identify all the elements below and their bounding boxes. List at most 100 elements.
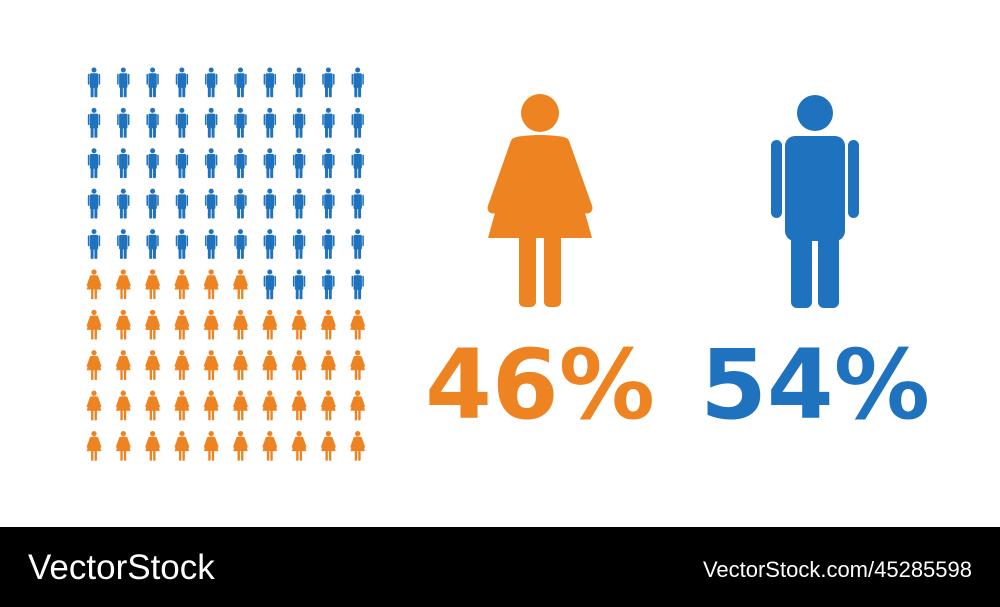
- head: [179, 67, 185, 73]
- pictogram-icon: [322, 188, 335, 219]
- leg: [94, 207, 98, 219]
- arm: [245, 235, 247, 247]
- arm: [117, 73, 119, 85]
- leg: [149, 288, 153, 300]
- leg: [94, 409, 97, 421]
- torso: [119, 113, 128, 129]
- leg: [123, 247, 127, 259]
- leg: [178, 450, 182, 461]
- leg: [178, 247, 182, 259]
- leg: [120, 328, 123, 340]
- arm: [86, 315, 92, 327]
- arm: [351, 73, 354, 85]
- pictogram-icon: [87, 67, 101, 98]
- leg: [791, 228, 812, 308]
- head: [296, 390, 302, 396]
- leg: [237, 166, 241, 179]
- head: [355, 67, 361, 73]
- leg: [208, 288, 211, 300]
- torso: [236, 73, 245, 88]
- leg: [94, 288, 97, 300]
- leg: [207, 126, 211, 138]
- leg: [237, 288, 240, 300]
- head: [267, 188, 273, 194]
- leg: [295, 247, 299, 259]
- leg: [119, 126, 123, 138]
- arm: [291, 356, 297, 367]
- arm: [127, 194, 130, 206]
- torso: [119, 73, 128, 88]
- leg: [119, 86, 123, 98]
- head: [296, 309, 302, 316]
- arm: [175, 154, 178, 166]
- arm: [351, 194, 354, 206]
- arm: [145, 396, 151, 408]
- head: [179, 350, 185, 356]
- leg: [153, 86, 156, 98]
- torso: [353, 154, 362, 169]
- torso: [265, 113, 274, 129]
- arm: [157, 194, 159, 206]
- arm: [322, 194, 324, 206]
- torso: [294, 275, 304, 290]
- arm: [274, 114, 276, 126]
- pictogram-icon: [351, 148, 364, 179]
- arm: [87, 235, 90, 247]
- leg: [211, 166, 215, 179]
- arm: [145, 275, 151, 287]
- arm: [115, 396, 121, 408]
- arm: [263, 114, 266, 126]
- leg: [266, 288, 270, 300]
- arm: [157, 114, 159, 126]
- head: [267, 309, 273, 316]
- head: [120, 390, 126, 396]
- arm: [292, 194, 295, 206]
- arm: [362, 114, 364, 126]
- leg: [354, 288, 358, 300]
- leg: [91, 288, 94, 300]
- arm: [234, 235, 236, 247]
- torso: [177, 113, 187, 129]
- leg: [237, 369, 240, 380]
- leg: [358, 288, 362, 300]
- leg: [328, 409, 332, 421]
- arm: [351, 275, 354, 287]
- arm: [184, 356, 190, 367]
- arm: [360, 437, 366, 448]
- head: [296, 188, 302, 194]
- leg: [119, 247, 123, 259]
- leg: [123, 86, 127, 98]
- leg: [182, 288, 185, 300]
- watermark-id: VectorStock.com/45285598: [703, 557, 972, 582]
- pictogram-icon: [234, 229, 247, 259]
- torso: [148, 154, 157, 169]
- arm: [330, 315, 336, 327]
- leg: [178, 328, 182, 340]
- pictogram-icon: [146, 188, 159, 219]
- head: [91, 430, 97, 437]
- head: [208, 309, 214, 316]
- pictogram-icon: [263, 188, 276, 219]
- pictogram-icon: [292, 269, 306, 300]
- leg: [354, 328, 358, 340]
- arm: [333, 194, 335, 206]
- arm: [205, 194, 207, 206]
- arm: [155, 315, 160, 327]
- arm: [146, 114, 148, 126]
- leg: [266, 247, 270, 259]
- pictogram-icon: [175, 148, 189, 179]
- arm: [322, 275, 324, 287]
- arm: [291, 396, 297, 408]
- leg: [328, 247, 332, 259]
- leg: [207, 207, 211, 219]
- leg: [519, 231, 536, 307]
- pictogram-icon: [175, 229, 189, 259]
- pictogram-icon: [351, 229, 364, 259]
- arm: [558, 137, 593, 214]
- arm: [98, 73, 101, 85]
- arm: [184, 315, 190, 327]
- head: [237, 148, 244, 154]
- leg: [328, 369, 332, 380]
- head: [296, 269, 302, 275]
- torso: [265, 73, 274, 88]
